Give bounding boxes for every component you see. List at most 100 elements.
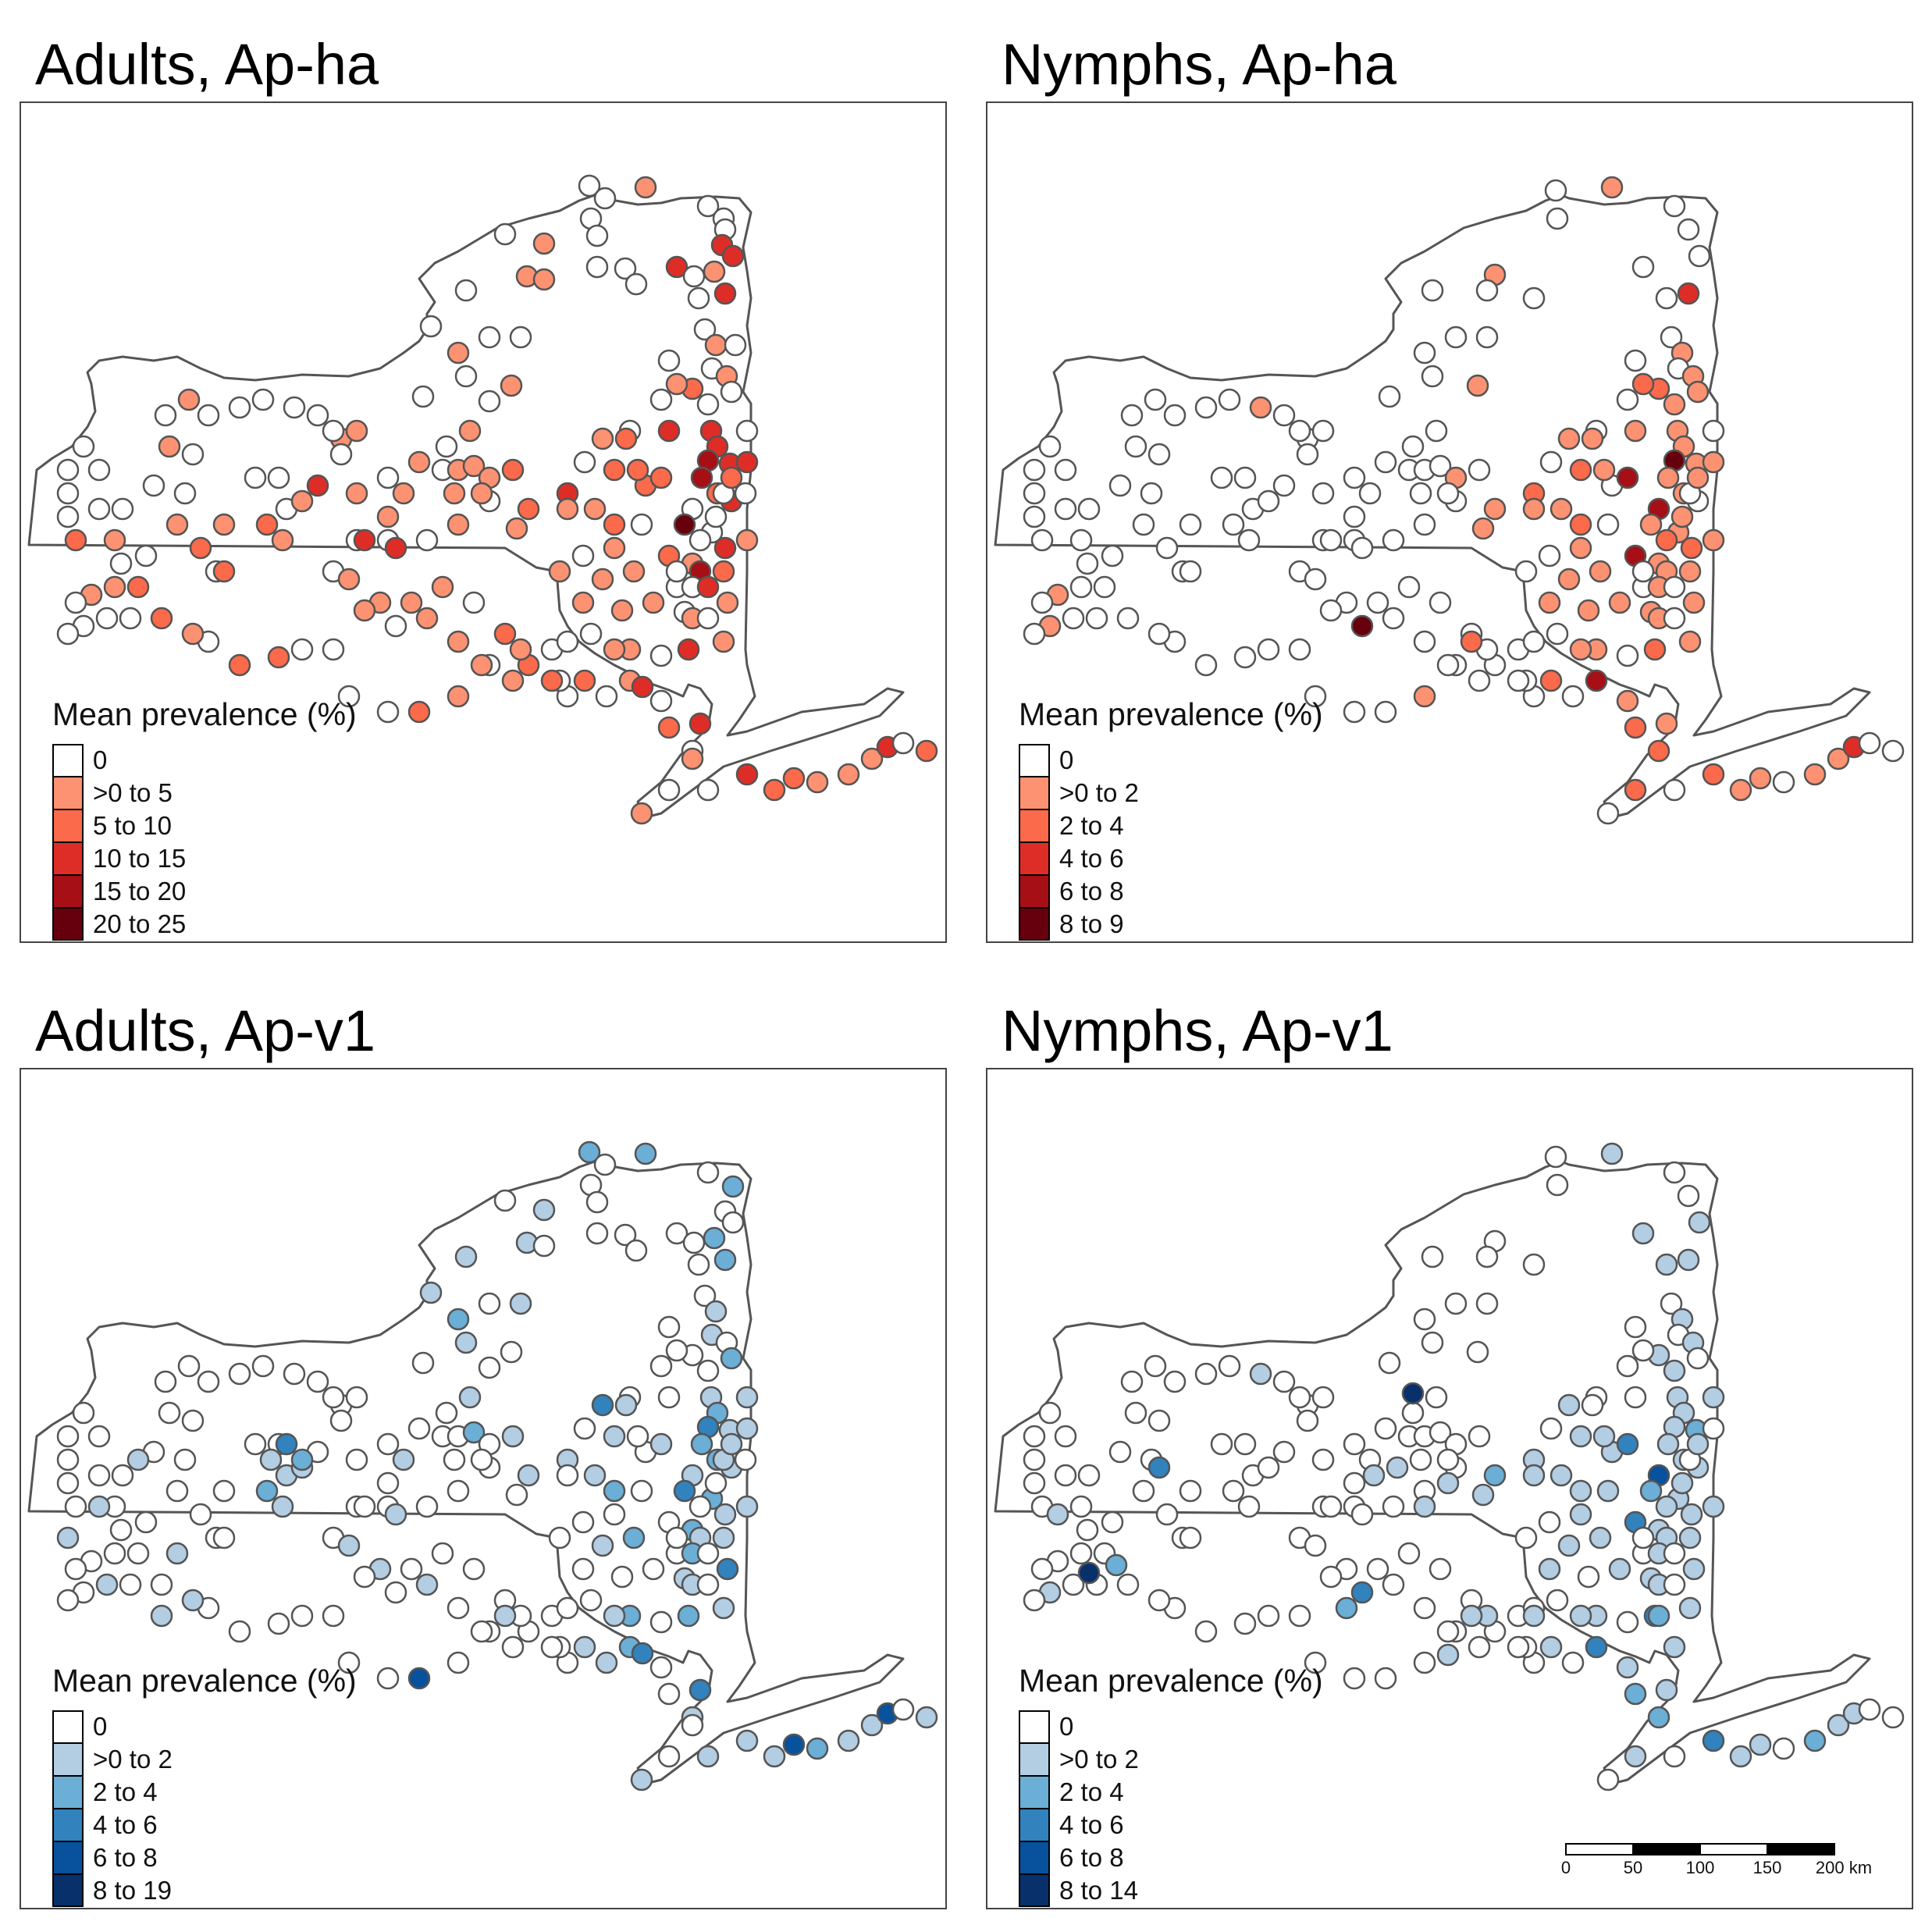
legend-swatch: [52, 1809, 84, 1841]
site-marker: [400, 1557, 423, 1581]
legend-label: >0 to 5: [93, 778, 173, 807]
site-marker: [1702, 419, 1725, 443]
site-marker: [1670, 505, 1694, 528]
site-marker: [150, 607, 173, 630]
site-marker: [603, 1503, 626, 1526]
site-marker: [1639, 1479, 1663, 1503]
site-marker: [134, 544, 158, 568]
site-marker: [158, 1401, 181, 1425]
site-marker: [763, 778, 786, 802]
site-marker: [1702, 1729, 1725, 1752]
site-marker: [337, 685, 361, 708]
site-marker: [443, 482, 466, 505]
site-marker: [1108, 1440, 1132, 1464]
site-marker: [109, 1518, 133, 1542]
site-marker: [1257, 1456, 1280, 1479]
site-marker: [682, 265, 706, 288]
legend-swatch: [1019, 1874, 1050, 1907]
site-marker: [1144, 1354, 1167, 1378]
site-marker: [197, 1370, 220, 1393]
site-marker: [1077, 1464, 1101, 1487]
site-marker: [1023, 505, 1046, 528]
site-marker: [682, 1231, 706, 1254]
site-marker: [735, 1417, 759, 1440]
site-marker: [579, 622, 603, 646]
site-marker: [716, 1557, 739, 1581]
site-marker: [517, 497, 540, 521]
site-marker: [1660, 1292, 1683, 1315]
site-marker: [735, 528, 759, 552]
legend-swatch: [52, 744, 84, 777]
site-marker: [376, 1432, 400, 1456]
site-marker: [595, 1651, 618, 1674]
site-marker: [1155, 1503, 1179, 1526]
legend: Mean prevalence (%) 0 >0 to 5 5 to 10 10 to…: [52, 696, 357, 941]
site-marker: [1475, 1292, 1499, 1315]
site-marker: [1460, 630, 1483, 653]
site-marker: [1249, 1362, 1272, 1386]
site-marker: [1522, 630, 1546, 653]
site-marker: [1140, 482, 1163, 505]
site-marker: [119, 1573, 142, 1596]
site-marker: [1335, 1596, 1358, 1620]
site-marker: [1425, 419, 1448, 443]
site-marker: [337, 1651, 361, 1674]
site-marker: [713, 536, 737, 560]
site-marker: [1436, 653, 1460, 677]
site-marker: [712, 1526, 735, 1550]
site-marker: [603, 536, 626, 560]
site-marker: [1382, 528, 1405, 552]
site-marker: [306, 1370, 329, 1393]
site-marker: [1827, 747, 1850, 770]
site-marker: [1444, 326, 1468, 349]
site-marker: [696, 778, 720, 802]
site-marker: [1483, 497, 1507, 521]
site-marker: [1539, 450, 1563, 474]
site-marker: [704, 333, 728, 357]
site-marker: [1670, 1471, 1694, 1495]
site-marker: [353, 528, 376, 552]
site-marker: [1522, 1464, 1546, 1487]
site-marker: [1296, 443, 1319, 466]
site-marker: [1538, 591, 1561, 614]
site-marker: [1647, 1706, 1670, 1729]
site-marker: [505, 517, 528, 540]
legend-label: 8 to 9: [1059, 909, 1124, 938]
legend: Mean prevalence (%) 0 >0 to 2 2 to 4 4 to 6…: [1019, 1663, 1323, 1907]
site-marker: [407, 1417, 431, 1440]
legend-label: 0: [1059, 745, 1074, 774]
site-marker: [1655, 1678, 1678, 1702]
legend-swatch: [52, 1710, 84, 1743]
site-marker: [103, 1542, 126, 1565]
site-marker: [1557, 568, 1581, 591]
site-marker: [290, 1604, 314, 1628]
site-marker: [1023, 622, 1046, 646]
site-marker: [631, 1642, 654, 1665]
site-marker: [696, 607, 720, 630]
site-marker: [431, 1542, 454, 1565]
site-marker: [447, 341, 470, 365]
legend-title: Mean prevalence (%): [52, 696, 357, 732]
site-marker: [571, 1557, 595, 1581]
legend-label: 0: [93, 745, 108, 774]
site-marker: [1401, 1382, 1425, 1405]
site-marker: [1378, 1351, 1401, 1375]
site-marker: [56, 622, 80, 646]
site-marker: [860, 747, 884, 770]
site-marker: [1343, 466, 1366, 489]
site-marker: [454, 1331, 478, 1354]
site-marker: [1702, 528, 1725, 552]
site-marker: [1608, 1557, 1631, 1581]
site-marker: [1600, 176, 1624, 199]
site-marker: [806, 770, 829, 794]
site-marker: [392, 1448, 415, 1471]
site-marker: [915, 739, 938, 763]
site-marker: [1475, 279, 1499, 302]
site-marker: [1677, 282, 1700, 305]
site-marker: [1680, 1503, 1703, 1526]
map-frame: Mean prevalence (%) 0 >0 to 2 2 to 4 4 to 6…: [20, 1068, 947, 1909]
site-marker: [665, 372, 688, 396]
site-marker: [693, 318, 717, 341]
site-marker: [1538, 544, 1561, 568]
site-marker: [1655, 528, 1678, 552]
